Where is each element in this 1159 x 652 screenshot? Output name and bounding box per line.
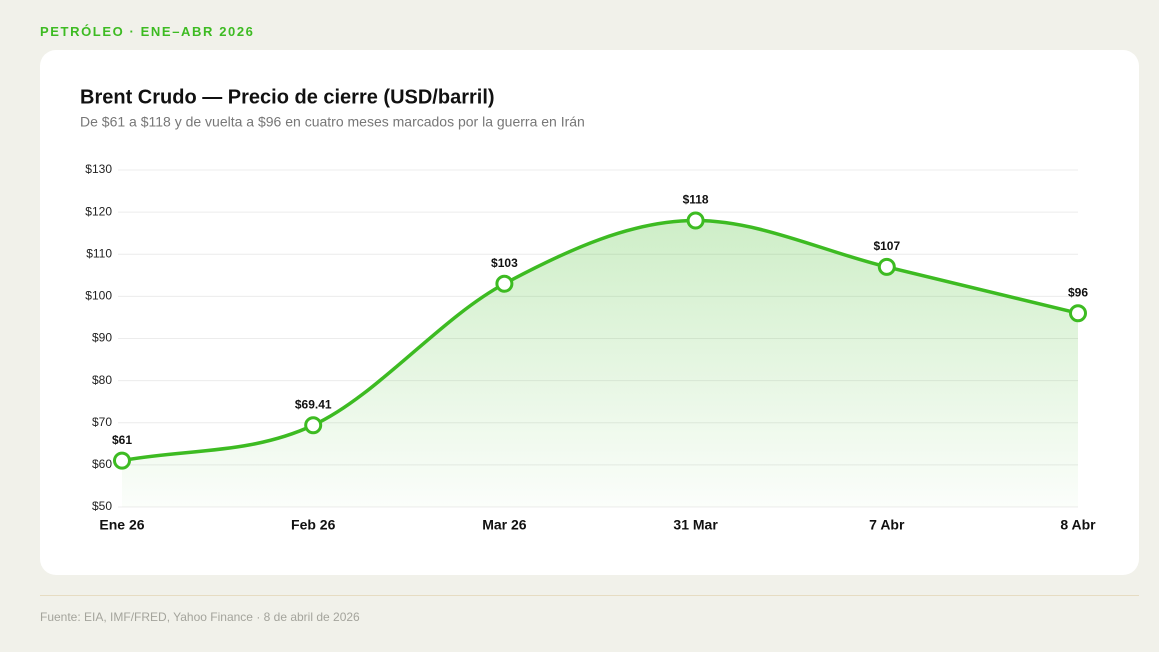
point: [877, 257, 896, 276]
x-tick-label: Mar 26: [482, 517, 527, 533]
chart-title: Brent Crudo — Precio de cierre (USD/barr…: [80, 86, 495, 108]
value-label: $61: [112, 433, 132, 447]
x-tick-label: Feb 26: [291, 517, 336, 533]
point: [686, 211, 705, 230]
footer: Fuente: EIA, IMF/FRED, Yahoo Finance · 8…: [40, 610, 360, 624]
value-label: $118: [683, 193, 709, 207]
y-tick-label: $50: [92, 499, 112, 513]
divider: [40, 595, 1139, 596]
value-label: $107: [873, 239, 900, 253]
x-tick-label: 31 Mar: [673, 517, 718, 533]
point: [113, 451, 131, 470]
chart-subtitle: De $61 a $118 y de vuelta a $96 en cuatr…: [80, 114, 585, 130]
y-tick-label: $80: [92, 373, 112, 387]
line: [120, 218, 1080, 463]
y-tick-label: $90: [92, 331, 112, 345]
y-tick-label: $100: [85, 289, 112, 303]
eyebrow: PETRÓLEO · ENE–ABR 2026: [40, 24, 255, 39]
area: [122, 220, 1078, 508]
y-tick-label: $60: [92, 457, 112, 471]
value-label: $96: [1068, 285, 1088, 299]
y-tick-label: $130: [85, 162, 112, 176]
point: [495, 274, 514, 293]
x-tick-label: 8 Abr: [1060, 517, 1096, 533]
value-label: $69.41: [295, 397, 332, 411]
y-tick-label: $110: [86, 246, 112, 260]
x-tick-label: 7 Abr: [869, 517, 905, 533]
y-tick-label: $120: [85, 204, 112, 218]
point: [304, 416, 323, 435]
x-tick-label: Ene 26: [99, 517, 144, 533]
value-label: $103: [491, 256, 518, 270]
y-tick-label: $70: [92, 415, 112, 429]
point: [1069, 304, 1087, 323]
